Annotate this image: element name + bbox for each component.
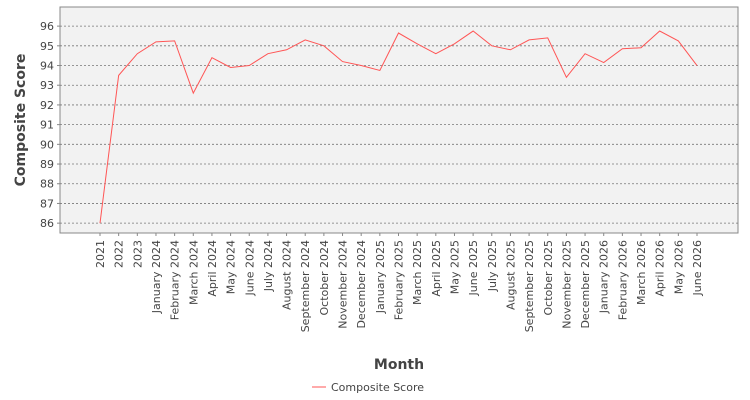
y-tick-label: 94 xyxy=(40,60,54,73)
y-tick-label: 91 xyxy=(40,119,54,132)
x-tick-label: 2021 xyxy=(94,240,107,268)
x-tick-label: 2023 xyxy=(131,240,144,268)
x-tick-label: June 2025 xyxy=(467,240,480,296)
x-tick-label: April 2026 xyxy=(654,240,667,297)
x-tick-label: December 2025 xyxy=(579,240,592,329)
x-axis-title: Month xyxy=(374,357,424,373)
x-tick-label: 2022 xyxy=(113,240,126,268)
y-tick-label: 88 xyxy=(40,178,54,191)
legend-label: Composite Score xyxy=(331,381,424,394)
x-tick-label: June 2024 xyxy=(243,240,256,296)
x-tick-label: February 2026 xyxy=(616,240,629,320)
y-tick-label: 93 xyxy=(40,79,54,92)
y-tick-label: 86 xyxy=(40,217,54,230)
x-tick-label: July 2025 xyxy=(486,240,499,292)
x-tick-label: April 2025 xyxy=(430,240,443,297)
x-tick-label: October 2024 xyxy=(318,240,331,316)
x-tick-label: May 2026 xyxy=(672,240,685,294)
y-tick-label: 92 xyxy=(40,99,54,112)
y-tick-label: 89 xyxy=(40,158,54,171)
x-tick-label: November 2025 xyxy=(560,240,573,329)
x-tick-label: August 2024 xyxy=(281,240,294,310)
x-tick-label: April 2024 xyxy=(206,240,219,297)
y-axis-title: Composite Score xyxy=(13,54,29,187)
y-tick-label: 95 xyxy=(40,40,54,53)
x-tick-label: December 2024 xyxy=(355,240,368,329)
x-tick-label: January 2026 xyxy=(598,240,611,314)
data-line xyxy=(99,30,698,224)
x-tick-label: March 2026 xyxy=(635,240,648,305)
x-tick-label: February 2025 xyxy=(393,240,406,320)
plot-area xyxy=(59,6,739,234)
y-tick-label: 90 xyxy=(40,138,54,151)
x-tick-label: February 2024 xyxy=(169,240,182,320)
x-tick-label: September 2024 xyxy=(299,240,312,332)
x-tick-label: January 2025 xyxy=(374,240,387,314)
y-tick-label: 96 xyxy=(40,20,54,33)
y-tick-label: 87 xyxy=(40,197,54,210)
x-tick-label: March 2025 xyxy=(411,240,424,305)
x-tick-label: May 2025 xyxy=(448,240,461,294)
x-tick-label: July 2024 xyxy=(262,240,275,292)
x-tick-label: June 2026 xyxy=(691,240,704,296)
x-tick-label: January 2024 xyxy=(150,240,163,314)
x-tick-label: October 2025 xyxy=(542,240,555,316)
x-tick-label: November 2024 xyxy=(337,240,350,329)
x-tick-label: August 2025 xyxy=(504,240,517,310)
x-tick-label: March 2024 xyxy=(187,240,200,305)
x-tick-label: September 2025 xyxy=(523,240,536,332)
x-tick-label: May 2024 xyxy=(225,240,238,294)
